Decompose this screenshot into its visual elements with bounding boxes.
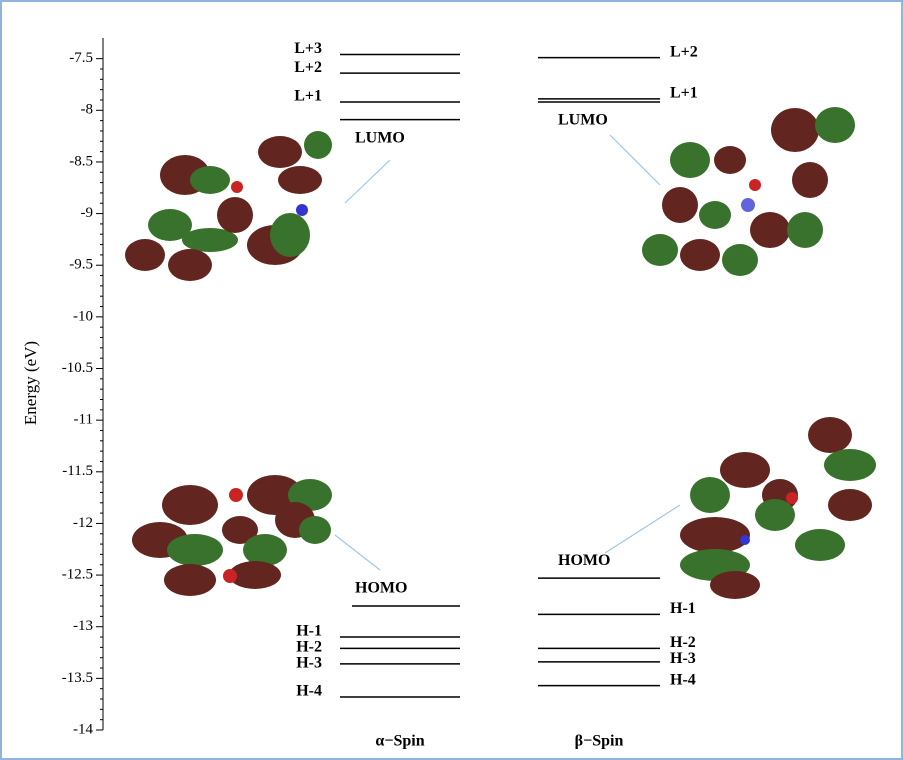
y-tick-label: -9.5 [69,257,93,273]
y-tick-label: -10 [73,308,93,324]
y-tick-label: -8.5 [69,153,93,169]
y-tick-label: -11 [74,412,93,428]
level-label: H-4 [296,683,322,700]
level-label: H-3 [296,655,322,672]
level-label: L+2 [294,59,322,76]
level-label: H-1 [670,600,696,617]
level-label: LUMO [558,112,608,129]
level-label: H-3 [670,650,696,667]
level-label: H-2 [296,639,322,656]
y-tick-label: -11.5 [62,463,93,479]
series-name: β−Spin [575,733,624,750]
level-label: L+1 [670,85,698,102]
y-tick-label: -13.5 [62,670,93,686]
level-label: HOMO [558,552,610,569]
y-tick-label: -12 [73,515,93,531]
y-tick-label: -10.5 [62,360,93,376]
y-tick-label: -14 [73,721,93,737]
level-label: L+1 [294,88,322,105]
y-axis-label: Energy (eV) [21,341,40,425]
level-label: H-1 [296,623,322,640]
chart: Energy (eV) [0,0,903,760]
y-tick-label: -7.5 [69,50,93,66]
series-name: α−Spin [375,733,424,750]
y-tick-label: -12.5 [62,567,93,583]
frame [1,1,902,759]
y-tick-label: -13 [73,618,93,634]
y-tick-label: -9 [81,205,94,221]
level-label: H-4 [670,671,696,688]
level-label: L+3 [294,40,322,57]
level-label: H-2 [670,634,696,651]
level-label: HOMO [355,580,407,597]
level-label: L+2 [670,43,698,60]
level-label: LUMO [355,129,405,146]
y-tick-label: -8 [81,102,94,118]
